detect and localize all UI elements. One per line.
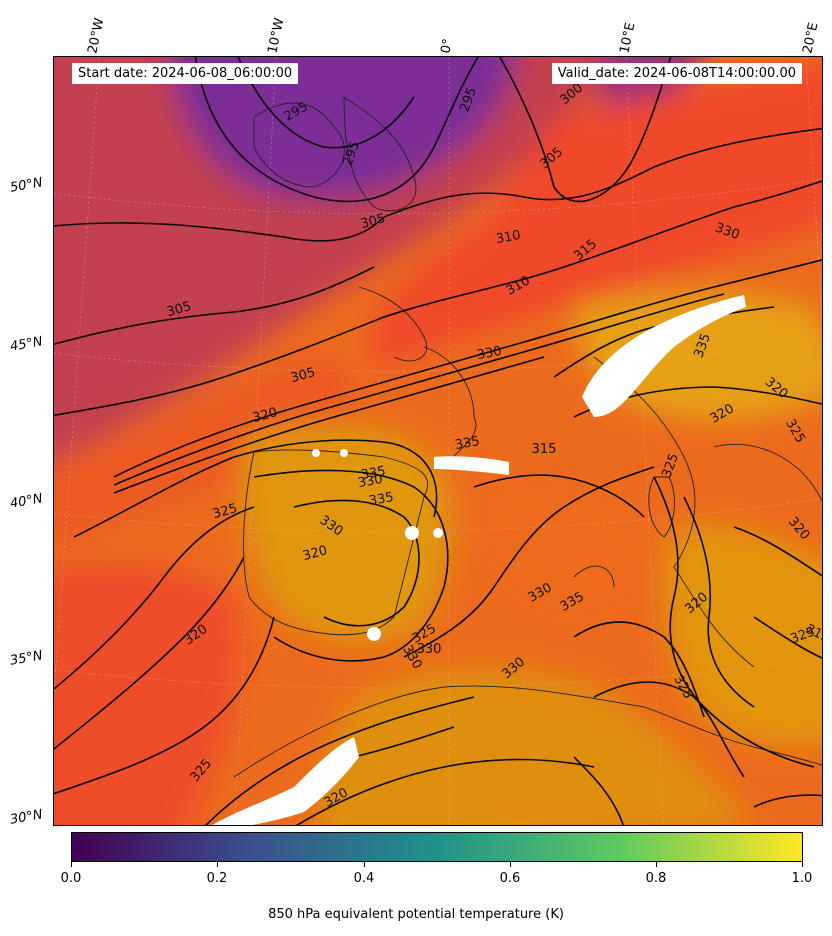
missing-patch-dot-3: [367, 627, 381, 641]
missing-patch-alps: [582, 295, 746, 417]
contour-label-18: 330: [357, 472, 384, 491]
missing-patch-dot-5: [340, 449, 348, 457]
field-warm-atlantic-south: [54, 563, 241, 825]
map-panel: 295 295 295 300 305 305 305 305 310 310 315 320 320 3…: [53, 56, 823, 826]
colorbar-tick-1: [217, 862, 218, 867]
colorbar-tick-4: [656, 862, 657, 867]
field-warm-mediterranean: [474, 477, 660, 627]
colorbar-ticklabel-4: 0.8: [645, 871, 667, 886]
lat-label-35n: 35°N: [8, 648, 44, 669]
colorbar-ticklabel-5: 1.0: [791, 871, 813, 886]
contour-label-4: 305: [165, 299, 193, 320]
colorbar-ticklabel-1: 0.2: [206, 871, 228, 886]
field-hot-africa: [314, 667, 753, 825]
missing-patch-pyrenees: [434, 456, 509, 475]
colorbar-ticklabel-0: 0.0: [60, 871, 82, 886]
contours: [54, 57, 822, 825]
lon-label-20w: 20°W: [85, 16, 108, 55]
missing-data-patches: [212, 295, 746, 825]
colorbar-tick-5: [802, 862, 803, 867]
colorbar-label: 850 hPa equivalent potential temperature…: [268, 907, 564, 922]
contour-label-22: 335: [368, 490, 395, 509]
contour-label-25: 315: [532, 442, 557, 457]
contour-label-8: 310: [495, 228, 522, 247]
lat-label-30n: 30°N: [8, 807, 44, 828]
colorbar-ticklabel-3: 0.6: [499, 871, 521, 886]
start-date-label: Start date: 2024-06-08_06:00:00: [72, 63, 299, 84]
contour-label-11: 320: [251, 405, 279, 426]
missing-patch-atlas: [212, 737, 359, 825]
contour-label-21: 335: [360, 464, 387, 483]
coastlines: [233, 96, 822, 778]
contour-label-35: 330: [417, 642, 442, 657]
field-cold-northwest: [54, 57, 607, 461]
valid-date-label: Valid_date: 2024-06-08T14:00:00.00: [551, 63, 802, 84]
lon-label-10e: 10°E: [617, 21, 639, 56]
field-hot-iberia: [240, 423, 453, 645]
contour-label-17: 330: [476, 344, 503, 363]
colorbar: [71, 832, 803, 862]
colorbar-tick-2: [364, 862, 365, 867]
lon-label-10w: 10°W: [265, 16, 288, 55]
missing-patch-dot-2: [433, 528, 443, 538]
missing-patch-dot-1: [405, 526, 419, 540]
contour-label-5: 305: [289, 365, 317, 386]
contour-label-12: 320: [301, 543, 329, 564]
lon-label-0: 0°: [438, 37, 457, 55]
lat-label-50n: 50°N: [8, 175, 44, 196]
contour-label-14: 325: [211, 501, 239, 522]
missing-patch-dot-4: [312, 449, 320, 457]
field-warm-band-north: [370, 63, 822, 367]
contour-label-6: 305: [359, 211, 387, 232]
colorbar-tick-0: [71, 862, 72, 867]
contour-label-23: 335: [454, 434, 481, 453]
colorbar-ticklabel-2: 0.4: [353, 871, 375, 886]
field-warm-band-west: [54, 355, 355, 546]
field-hot-balkans: [663, 524, 822, 747]
colorbar-tick-3: [510, 862, 511, 867]
lat-label-40n: 40°N: [8, 491, 44, 512]
lon-label-20e: 20°E: [800, 21, 822, 56]
lat-label-45n: 45°N: [8, 334, 44, 355]
